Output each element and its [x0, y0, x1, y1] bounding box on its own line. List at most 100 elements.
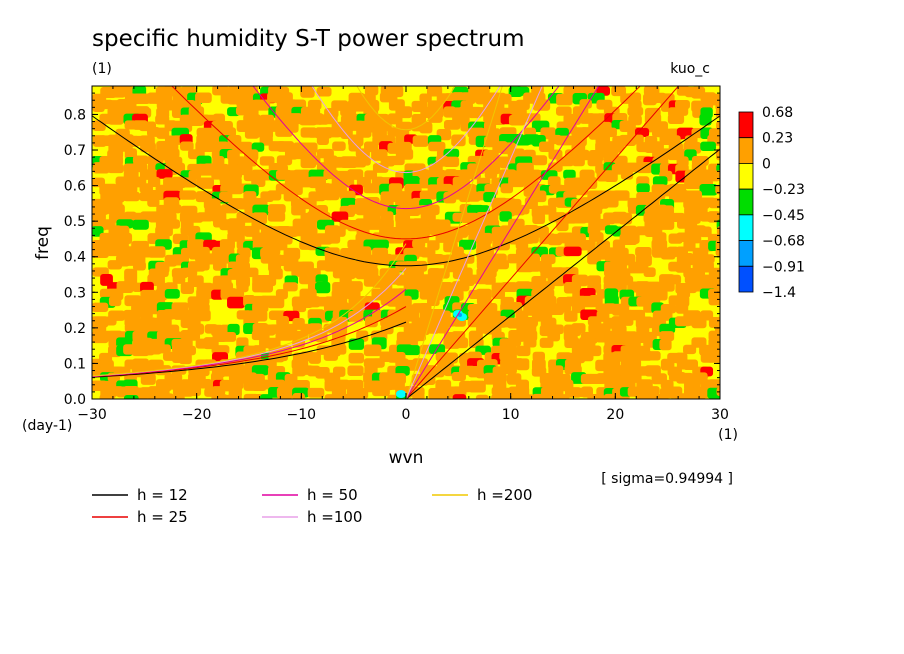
- field-cell: [164, 204, 181, 213]
- field-cell: [404, 345, 420, 355]
- field-cell: [509, 337, 522, 346]
- field-cell: [108, 113, 123, 125]
- field-cell: [227, 297, 245, 309]
- legend-label: h = 12: [137, 486, 188, 504]
- field-cell: [709, 296, 725, 305]
- x-tick-label: 0: [402, 407, 411, 423]
- field-cell: [148, 246, 166, 257]
- field-cell: [604, 170, 617, 182]
- y-axis-label: freq: [33, 226, 53, 260]
- field-cell: [364, 344, 381, 356]
- field-cell: [493, 260, 509, 269]
- chart-subtitle: (1): [92, 61, 112, 77]
- colorbar-level-label: 0: [762, 156, 771, 172]
- field-cell: [684, 178, 702, 189]
- field-cell: [179, 352, 192, 364]
- field-cell: [125, 323, 142, 332]
- field-cell: [188, 386, 201, 396]
- field-cell: [555, 136, 573, 146]
- field-cell: [564, 247, 582, 256]
- field-cell: [109, 296, 121, 306]
- field-cell: [132, 220, 149, 230]
- field-cell: [389, 156, 405, 165]
- y-unit-label: (day-1): [22, 418, 72, 434]
- y-tick-label: 0.8: [64, 107, 86, 123]
- legend-label: h = 50: [307, 486, 358, 504]
- colorbar-swatch: [739, 215, 753, 241]
- field-cell: [267, 296, 284, 308]
- field-cell: [508, 148, 525, 157]
- field-cell: [268, 212, 285, 222]
- y-tick-label: 0.1: [64, 356, 86, 372]
- x-tick-label: −10: [287, 407, 317, 423]
- field-cell: [173, 395, 185, 406]
- field-cell: [165, 289, 180, 299]
- field-cell: [259, 283, 273, 293]
- field-cell: [275, 127, 293, 137]
- field-cell: [324, 190, 339, 200]
- legend-label: h =100: [307, 508, 362, 526]
- y-tick-label: 0.4: [64, 250, 86, 266]
- field-cell: [692, 318, 707, 328]
- field-cell: [453, 394, 467, 405]
- field-cell: [197, 212, 214, 221]
- colorbar-swatch: [739, 266, 753, 292]
- field-cell: [356, 156, 371, 165]
- field-cell: [572, 155, 585, 166]
- field-cell: [668, 114, 684, 124]
- field-cell: [419, 122, 432, 133]
- legend-label: h = 25: [137, 508, 188, 526]
- spectrum-field: [91, 85, 734, 406]
- x-tick-label: 10: [502, 407, 520, 423]
- x-tick-label: 30: [711, 407, 729, 423]
- field-cell: [300, 86, 314, 97]
- field-cell: [293, 302, 306, 312]
- field-cell: [621, 317, 634, 326]
- field-cell: [532, 213, 545, 224]
- field-cell: [501, 183, 514, 193]
- sigma-annotation: [ sigma=0.94994 ]: [601, 471, 733, 487]
- field-cell: [181, 282, 194, 294]
- field-cell: [604, 394, 620, 406]
- field-cell: [452, 337, 468, 348]
- field-cell: [644, 351, 660, 360]
- field-cell: [108, 260, 122, 269]
- field-cell: [444, 120, 460, 130]
- field-cell: [309, 352, 321, 364]
- colorbar-level-label: −0.45: [762, 208, 805, 224]
- x-tick-label: −30: [77, 407, 107, 423]
- field-cell: [267, 190, 281, 200]
- colorbar-level-label: −0.68: [762, 234, 805, 250]
- field-cell: [277, 387, 294, 399]
- field-cell: [452, 372, 466, 381]
- colorbar-swatch: [739, 189, 753, 215]
- x-tick-label: 20: [606, 407, 624, 423]
- field-cell: [628, 232, 640, 244]
- field-cell: [123, 192, 140, 202]
- colorbar-swatch: [739, 112, 753, 138]
- field-cell: [108, 164, 124, 173]
- legend-label: h =200: [477, 486, 532, 504]
- field-cell: [157, 393, 174, 403]
- field-cell: [324, 351, 338, 361]
- field-cell: [516, 358, 529, 370]
- field-cell: [659, 339, 671, 350]
- field-cell: [564, 311, 577, 322]
- field-cell: [196, 261, 210, 270]
- chart-title: specific humidity S-T power spectrum: [92, 26, 524, 52]
- field-cell: [317, 136, 329, 145]
- colorbar-swatch: [739, 138, 753, 164]
- y-tick-label: 0.6: [64, 179, 86, 195]
- field-cell: [532, 155, 547, 165]
- field-cell: [468, 381, 485, 393]
- colorbar-level-label: −0.23: [762, 182, 805, 198]
- field-cell: [619, 213, 632, 225]
- field-cell: [372, 386, 390, 396]
- field-cell: [332, 142, 346, 151]
- y-tick-label: 0.3: [64, 285, 86, 301]
- field-cell: [124, 395, 139, 404]
- field-cell: [699, 114, 711, 126]
- field-cell: [716, 246, 728, 256]
- field-cell: [371, 240, 389, 249]
- field-cell: [683, 345, 696, 354]
